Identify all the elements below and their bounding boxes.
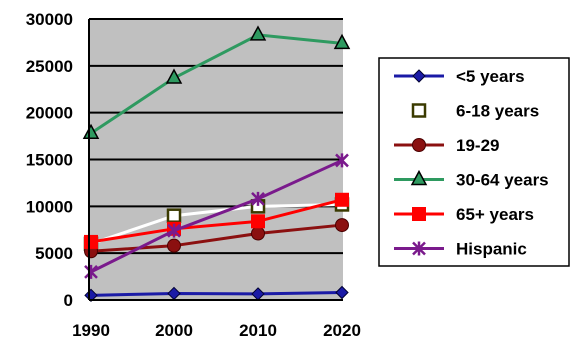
legend: <5 years 6-18 years 19-29 30-64 years 65+ ye… — [378, 57, 570, 267]
y-tick-labels: 0 5000 10000 15000 20000 25000 30000 — [26, 10, 73, 310]
data-point-marker — [251, 226, 265, 241]
data-point-marker — [167, 223, 181, 238]
data-point-marker — [412, 69, 426, 83]
y-tick-label: 5000 — [35, 244, 73, 263]
data-point-marker — [249, 25, 267, 41]
series-line — [90, 33, 343, 135]
legend-item: 6-18 years — [411, 102, 539, 121]
series-line — [90, 223, 343, 253]
x-tick-label: 1990 — [72, 321, 110, 340]
y-tick-label: 15000 — [26, 151, 73, 170]
data-point-marker — [412, 241, 426, 256]
data-point-marker — [84, 264, 98, 279]
data-point-marker — [335, 192, 349, 207]
legend-label: 19-29 — [456, 136, 499, 155]
x-tick-label: 2000 — [155, 321, 193, 340]
data-point-marker — [335, 153, 349, 168]
legend-box — [378, 57, 570, 267]
legend-item: 19-29 — [394, 136, 499, 155]
data-point-marker — [167, 238, 181, 253]
data-point-marker — [333, 33, 351, 50]
data-point-marker — [82, 123, 100, 140]
data-point-marker — [411, 103, 427, 118]
legend-label: 65+ years — [456, 205, 534, 224]
data-point-marker — [165, 68, 183, 84]
data-point-marker — [410, 169, 428, 186]
data-point-marker — [412, 138, 426, 152]
legend-item: 30-64 years — [394, 169, 549, 190]
data-point-marker — [251, 214, 265, 229]
series-line — [90, 198, 343, 244]
y-tick-label: 20000 — [26, 104, 73, 123]
data-point-marker — [335, 285, 349, 300]
x-tick-label: 2020 — [323, 321, 361, 340]
series-30-64-years — [82, 25, 351, 140]
legend-item: Hispanic — [394, 240, 527, 259]
legend-item: <5 years — [394, 67, 525, 86]
legend-label: 30-64 years — [456, 171, 549, 190]
data-point-marker — [166, 208, 182, 223]
axes — [88, 19, 343, 301]
legend-item: 65+ years — [394, 205, 534, 224]
data-point-marker — [84, 234, 98, 249]
legend-label: 6-18 years — [456, 102, 539, 121]
series-line — [90, 291, 343, 297]
x-tick-label: 2010 — [239, 321, 277, 340]
y-tick-label: 25000 — [26, 57, 73, 76]
data-point-marker — [412, 207, 426, 221]
series-hispanic — [84, 153, 349, 279]
series-19-29 — [84, 218, 349, 259]
y-tick-label: 30000 — [26, 10, 73, 29]
legend-label: Hispanic — [456, 240, 527, 259]
series-line — [90, 159, 343, 274]
series-line — [90, 202, 343, 246]
x-tick-labels: 1990 2000 2010 2020 — [72, 321, 361, 340]
data-point-marker — [251, 191, 265, 206]
legend-label: <5 years — [456, 67, 525, 86]
data-point-marker — [335, 218, 349, 233]
y-tick-label: 10000 — [26, 197, 73, 216]
y-tick-label: 0 — [64, 291, 73, 310]
